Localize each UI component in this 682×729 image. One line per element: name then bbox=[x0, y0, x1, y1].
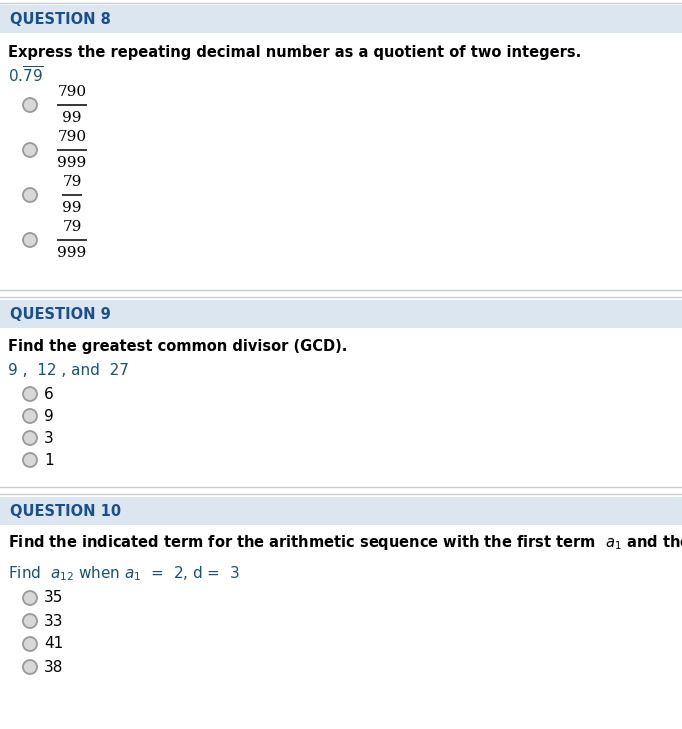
Text: 99: 99 bbox=[62, 200, 82, 214]
Circle shape bbox=[23, 637, 37, 651]
Text: 35: 35 bbox=[44, 590, 63, 606]
Circle shape bbox=[23, 188, 37, 202]
Text: Find the indicated term for the arithmetic sequence with the first term  $a_1$ a: Find the indicated term for the arithmet… bbox=[8, 534, 682, 553]
Circle shape bbox=[23, 233, 37, 247]
Text: 38: 38 bbox=[44, 660, 63, 674]
Circle shape bbox=[23, 591, 37, 605]
Circle shape bbox=[23, 453, 37, 467]
Text: 99: 99 bbox=[62, 111, 82, 125]
Text: 3: 3 bbox=[44, 431, 54, 445]
Text: QUESTION 9: QUESTION 9 bbox=[10, 306, 110, 321]
Text: Find  $a_{12}$ when $a_1$  =  2, d =  3: Find $a_{12}$ when $a_1$ = 2, d = 3 bbox=[8, 565, 240, 583]
Text: QUESTION 8: QUESTION 8 bbox=[10, 12, 111, 26]
Text: 999: 999 bbox=[57, 246, 87, 260]
Text: QUESTION 10: QUESTION 10 bbox=[10, 504, 121, 518]
Circle shape bbox=[23, 614, 37, 628]
Text: 9: 9 bbox=[44, 408, 54, 424]
Text: Express the repeating decimal number as a quotient of two integers.: Express the repeating decimal number as … bbox=[8, 44, 581, 60]
Circle shape bbox=[23, 98, 37, 112]
Bar bbox=[0, 5, 682, 33]
Text: 790: 790 bbox=[57, 130, 87, 144]
Circle shape bbox=[23, 431, 37, 445]
Bar bbox=[0, 300, 682, 328]
Circle shape bbox=[23, 660, 37, 674]
Text: 41: 41 bbox=[44, 636, 63, 652]
Text: 790: 790 bbox=[57, 85, 87, 99]
Circle shape bbox=[23, 409, 37, 423]
Text: 6: 6 bbox=[44, 386, 54, 402]
Text: 0.$\overline{79}$: 0.$\overline{79}$ bbox=[8, 66, 44, 86]
Text: 9 ,  12 , and  27: 9 , 12 , and 27 bbox=[8, 362, 129, 378]
Circle shape bbox=[23, 143, 37, 157]
Text: 79: 79 bbox=[62, 220, 82, 234]
Text: 999: 999 bbox=[57, 156, 87, 170]
Bar bbox=[0, 497, 682, 525]
Text: 79: 79 bbox=[62, 176, 82, 190]
Text: 33: 33 bbox=[44, 614, 63, 628]
Text: Find the greatest common divisor (GCD).: Find the greatest common divisor (GCD). bbox=[8, 338, 347, 354]
Circle shape bbox=[23, 387, 37, 401]
Text: 1: 1 bbox=[44, 453, 54, 467]
